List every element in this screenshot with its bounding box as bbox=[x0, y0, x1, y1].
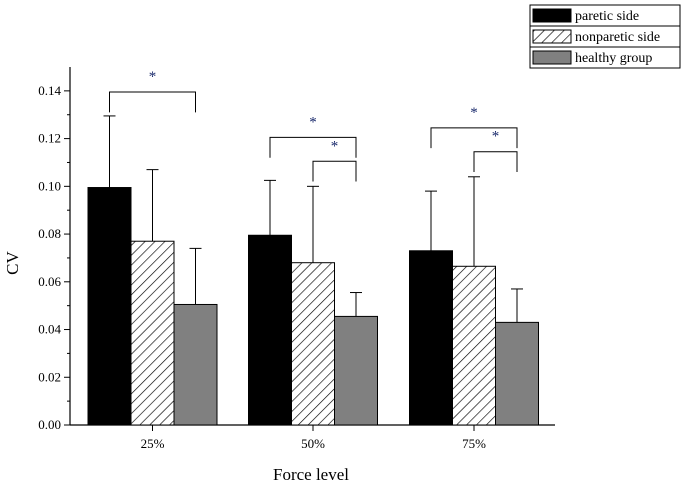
bar-paretic-side bbox=[87, 187, 132, 426]
legend-swatch bbox=[532, 8, 572, 23]
bar-nonparetic-side bbox=[130, 240, 175, 426]
bar-healthy-group bbox=[173, 303, 218, 426]
bar-paretic-side bbox=[248, 234, 292, 426]
significance-bracket bbox=[430, 127, 518, 149]
legend-swatch bbox=[532, 50, 572, 65]
y-tick-label: 0.06 bbox=[38, 274, 61, 289]
bar-healthy-group bbox=[495, 321, 539, 426]
significance-bracket bbox=[109, 91, 196, 113]
legend-label: nonparetic side bbox=[575, 30, 660, 45]
significance-star: * bbox=[149, 69, 157, 85]
legend-swatch bbox=[532, 29, 572, 44]
x-tick-label: 50% bbox=[301, 436, 325, 451]
y-tick-label: 0.04 bbox=[38, 322, 61, 337]
significance-bracket bbox=[312, 160, 357, 182]
significance-bracket bbox=[269, 136, 357, 158]
significance-star: * bbox=[331, 138, 339, 154]
y-tick-label: 0.08 bbox=[38, 226, 61, 241]
bar-paretic-side bbox=[409, 250, 453, 426]
y-tick-label: 0.12 bbox=[38, 131, 61, 146]
legend-label: healthy group bbox=[575, 51, 652, 66]
y-tick-label: 0.02 bbox=[38, 369, 61, 384]
significance-star: * bbox=[309, 114, 317, 130]
x-tick-label: 75% bbox=[462, 436, 486, 451]
bar-nonparetic-side bbox=[291, 262, 335, 426]
bar-healthy-group bbox=[334, 315, 378, 426]
significance-star: * bbox=[470, 105, 478, 121]
significance-star: * bbox=[492, 129, 500, 145]
plot-area: 0.00 0.02 0.04 0.06 0.08 0.10 0.12 0.14 25% 50% 75… bbox=[38, 67, 555, 451]
bar-nonparetic-side bbox=[452, 265, 496, 426]
y-tick-label: 0.14 bbox=[38, 83, 61, 98]
x-axis-title: Force level bbox=[273, 465, 349, 484]
y-tick-label: 0.10 bbox=[38, 178, 61, 193]
legend: paretic side nonparetic side healthy group bbox=[529, 4, 681, 69]
y-axis-title: CV bbox=[3, 250, 22, 274]
legend-label: paretic side bbox=[575, 9, 639, 24]
significance-bracket bbox=[473, 151, 518, 173]
x-tick-label: 25% bbox=[141, 436, 165, 451]
y-tick-label: 0.00 bbox=[38, 417, 61, 432]
